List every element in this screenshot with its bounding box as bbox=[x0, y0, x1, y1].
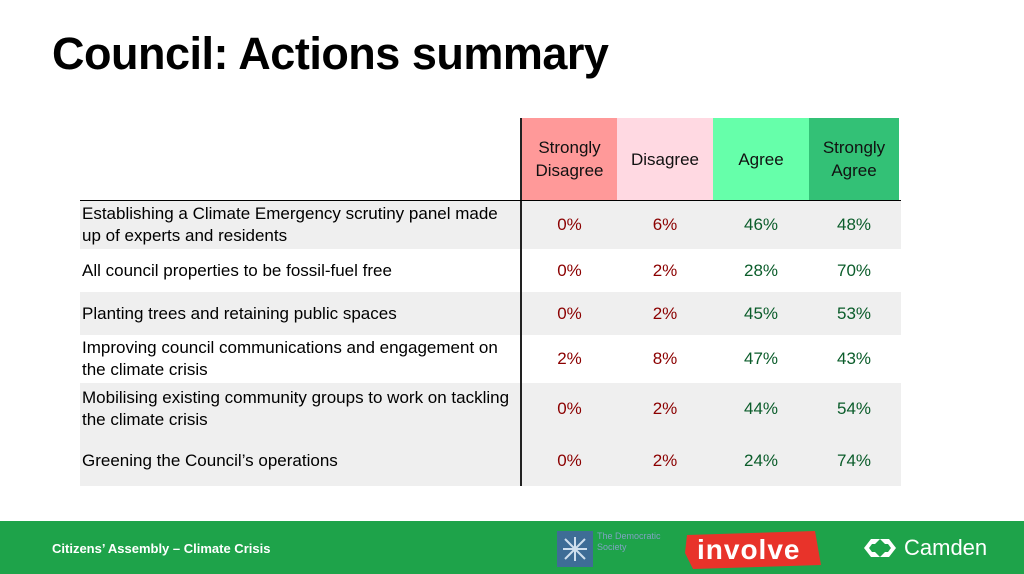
table-row: Improving council communications and eng… bbox=[80, 335, 901, 383]
row-label: Greening the Council’s operations bbox=[82, 450, 338, 470]
cell-strongly-agree: 70% bbox=[836, 260, 872, 280]
cell-strongly-disagree: 0% bbox=[520, 435, 617, 486]
row-label: Improving council communications and eng… bbox=[82, 338, 498, 379]
camden-mark-icon bbox=[864, 539, 896, 557]
row-label: All council properties to be fossil-fuel… bbox=[82, 260, 392, 280]
cell-agree: 47% bbox=[743, 349, 779, 368]
cell-agree: 45% bbox=[743, 303, 779, 323]
header-strongly-disagree: Strongly Disagree bbox=[520, 118, 617, 200]
cell-strongly-disagree: 0% bbox=[520, 383, 617, 435]
header-strongly-agree: Strongly Agree bbox=[809, 118, 899, 200]
table-row: Establishing a Climate Emergency scrutin… bbox=[80, 201, 901, 249]
camden-logo: Camden bbox=[862, 535, 987, 561]
table-row: Greening the Council’s operations 0% 2% … bbox=[80, 435, 901, 486]
involve-text: involve bbox=[697, 534, 801, 565]
cell-agree: 46% bbox=[743, 215, 779, 234]
table-header: Strongly Disagree Disagree Agree Strongl… bbox=[80, 118, 901, 201]
footer-text: Citizens’ Assembly – Climate Crisis bbox=[52, 541, 271, 556]
cell-strongly-agree: 54% bbox=[836, 399, 872, 418]
cell-agree: 24% bbox=[743, 450, 779, 470]
row-label: Mobilising existing community groups to … bbox=[82, 388, 510, 429]
table-row: All council properties to be fossil-fuel… bbox=[80, 249, 901, 292]
cell-strongly-disagree: 0% bbox=[520, 201, 617, 249]
results-table: Strongly Disagree Disagree Agree Strongl… bbox=[80, 118, 901, 486]
row-label: Establishing a Climate Emergency scrutin… bbox=[82, 204, 498, 245]
cell-strongly-agree: 43% bbox=[836, 349, 872, 368]
table-row: Mobilising existing community groups to … bbox=[80, 383, 901, 435]
democratic-society-logo: The Democratic Society bbox=[557, 531, 667, 567]
cell-disagree: 2% bbox=[652, 399, 678, 418]
footer-bar: Citizens’ Assembly – Climate Crisis The … bbox=[0, 521, 1024, 574]
cell-agree: 44% bbox=[743, 399, 779, 418]
involve-shape-icon bbox=[685, 531, 821, 569]
header-agree: Agree bbox=[713, 118, 809, 200]
cell-disagree: 6% bbox=[652, 215, 678, 234]
democratic-society-icon bbox=[557, 531, 593, 567]
row-label: Planting trees and retaining public spac… bbox=[82, 303, 397, 323]
cell-strongly-disagree: 0% bbox=[520, 249, 617, 292]
cell-strongly-disagree: 0% bbox=[520, 292, 617, 335]
header-blank bbox=[80, 118, 520, 200]
camden-text: Camden bbox=[904, 535, 988, 560]
cell-disagree: 8% bbox=[652, 349, 678, 368]
cell-strongly-agree: 53% bbox=[836, 303, 872, 323]
cell-strongly-disagree: 2% bbox=[520, 335, 617, 383]
cell-disagree: 2% bbox=[652, 303, 678, 323]
democratic-society-text: The Democratic Society bbox=[597, 531, 661, 552]
cell-disagree: 2% bbox=[652, 450, 678, 470]
table-row: Planting trees and retaining public spac… bbox=[80, 292, 901, 335]
cell-disagree: 2% bbox=[652, 260, 678, 280]
cell-strongly-agree: 74% bbox=[836, 450, 872, 470]
header-disagree: Disagree bbox=[617, 118, 713, 200]
page-title: Council: Actions summary bbox=[52, 28, 609, 79]
involve-logo: involve bbox=[683, 529, 823, 569]
cell-agree: 28% bbox=[743, 260, 779, 280]
cell-strongly-agree: 48% bbox=[836, 215, 872, 234]
